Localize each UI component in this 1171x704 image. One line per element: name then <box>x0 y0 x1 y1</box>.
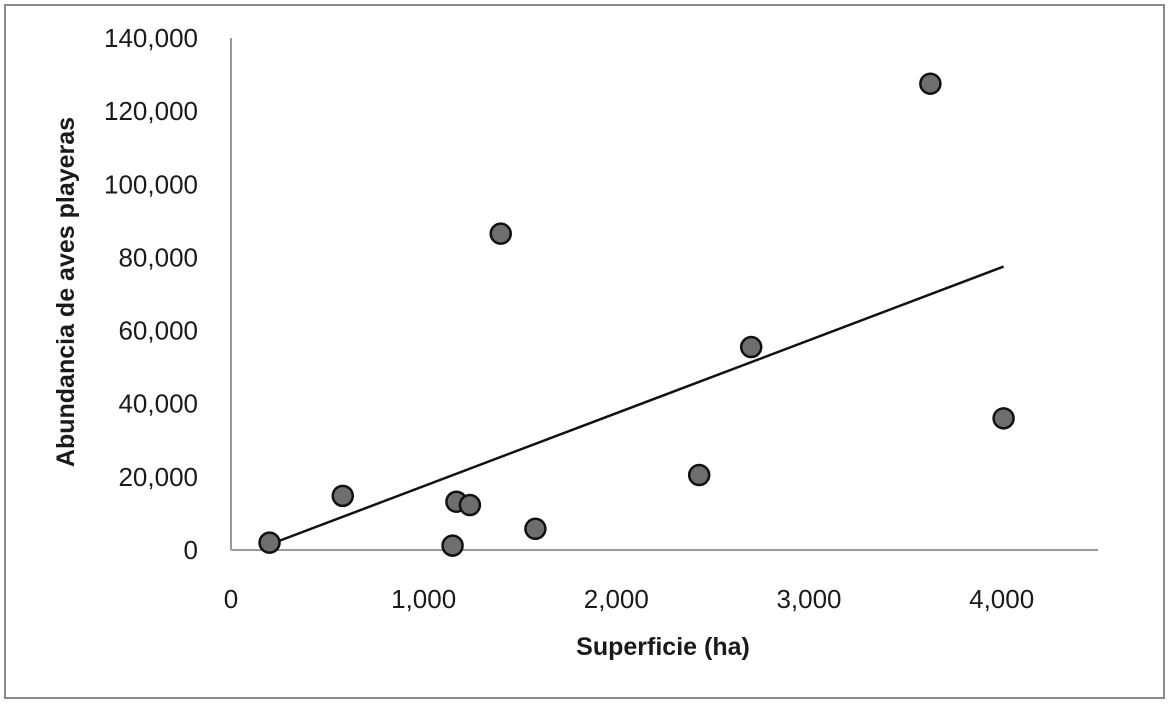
chart-frame <box>4 4 1165 699</box>
data-point <box>992 407 1015 430</box>
x-axis-title: Superficie (ha) <box>576 633 750 661</box>
y-axis-title: Abundancia de aves playeras <box>52 117 80 467</box>
y-tick-label: 40,000 <box>118 389 198 419</box>
data-point <box>739 335 763 359</box>
data-point <box>687 463 711 487</box>
data-point <box>489 222 512 245</box>
y-tick-label: 140,000 <box>104 23 198 53</box>
data-point <box>458 493 482 517</box>
y-tick-label: 80,000 <box>118 242 198 272</box>
x-tick-labels: 0 1,000 2,000 3,000 4,000 <box>224 584 1034 614</box>
y-tick-label: 100,000 <box>104 169 198 199</box>
x-tick-label: 3,000 <box>776 584 841 614</box>
x-tick-label: 1,000 <box>391 584 456 614</box>
data-point <box>919 72 942 95</box>
data-point <box>524 517 547 541</box>
y-tick-label: 120,000 <box>104 96 198 126</box>
data-point <box>441 534 464 557</box>
x-tick-label: 4,000 <box>969 584 1034 614</box>
y-tick-label: 20,000 <box>118 462 198 492</box>
y-tick-label: 0 <box>184 535 198 565</box>
y-tick-labels: 0 20,000 40,000 60,000 80,000 100,000 120,000 1… <box>104 23 198 565</box>
x-tick-label: 2,000 <box>584 584 649 614</box>
trendline <box>269 265 1005 546</box>
trendline-group <box>269 265 1005 546</box>
data-point <box>258 531 281 554</box>
x-tick-label: 0 <box>224 584 238 614</box>
data-point <box>331 484 354 508</box>
data-points <box>258 72 1015 557</box>
y-tick-label: 60,000 <box>118 316 198 346</box>
axes <box>230 38 1098 551</box>
